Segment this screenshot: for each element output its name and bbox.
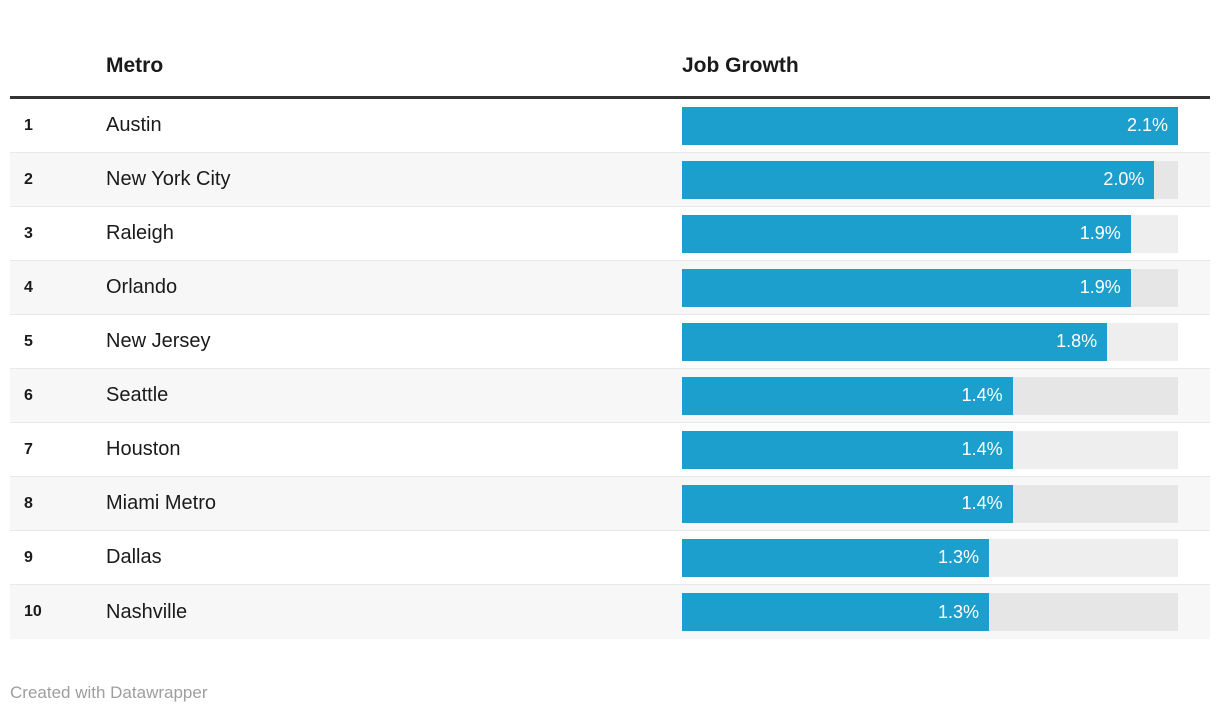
bar-value-label: 1.4%: [961, 493, 1003, 513]
rank-cell: 2: [24, 170, 33, 188]
table-row: 6 Seattle 1.4%: [10, 369, 1210, 423]
attribution: Created with Datawrapper: [10, 683, 1210, 703]
table-row: 2 New York City 2.0%: [10, 153, 1210, 207]
bar-value-label: 2.1%: [1126, 115, 1168, 135]
bar-track: 1.4%: [682, 484, 1178, 523]
bar-value-label: 1.3%: [937, 547, 980, 567]
bar-track: 1.4%: [682, 376, 1178, 415]
rank-cell: 8: [24, 494, 33, 512]
table-header: Metro Job Growth: [10, 0, 1210, 99]
bar: 1.9%: [682, 268, 1131, 307]
bar: 1.4%: [682, 376, 1013, 415]
table-row: 8 Miami Metro 1.4%: [10, 477, 1210, 531]
bar: 2.0%: [682, 160, 1155, 199]
table-row: 9 Dallas 1.3%: [10, 531, 1210, 585]
metro-cell: New Jersey: [106, 330, 211, 352]
column-header-job-growth: Job Growth: [682, 54, 799, 77]
metro-cell: Nashville: [106, 600, 188, 623]
metro-cell: Austin: [106, 114, 162, 136]
bar-track: 2.1%: [682, 106, 1178, 145]
rank-cell: 9: [24, 548, 33, 566]
bar-cell: 1.3%: [682, 593, 1210, 631]
rank-cell: 10: [24, 603, 42, 620]
table-row: 5 New Jersey 1.8%: [10, 315, 1210, 369]
bar-cell: 1.4%: [682, 430, 1210, 469]
metro-cell: Orlando: [106, 276, 178, 298]
bar-cell: 1.8%: [682, 322, 1210, 361]
bar-track: 1.9%: [682, 214, 1178, 253]
bar-track: 1.3%: [682, 538, 1178, 577]
table-row: 3 Raleigh 1.9%: [10, 207, 1210, 261]
bar-value-label: 2.0%: [1103, 169, 1145, 189]
bar-track: 1.9%: [682, 268, 1178, 307]
table-row: 1 Austin 2.1%: [10, 99, 1210, 153]
bar-value-label: 1.8%: [1056, 331, 1098, 351]
metro-cell: Houston: [106, 438, 181, 460]
bar: 1.4%: [682, 430, 1013, 469]
bar-value-label: 1.4%: [961, 385, 1003, 405]
metro-cell: Dallas: [106, 546, 162, 568]
bar-cell: 1.9%: [682, 214, 1210, 253]
bar: 1.3%: [682, 538, 990, 577]
bar-cell: 1.3%: [682, 538, 1210, 577]
bar-value-label: 1.9%: [1079, 223, 1121, 243]
bar: 1.9%: [682, 214, 1131, 253]
column-header-metro: Metro: [106, 54, 164, 77]
bar-value-label: 1.9%: [1079, 277, 1121, 297]
bar-cell: 2.1%: [682, 106, 1210, 145]
bar-cell: 1.9%: [682, 268, 1210, 307]
rank-cell: 6: [24, 386, 33, 404]
bar-value-label: 1.4%: [961, 439, 1003, 459]
bar-track: 1.3%: [682, 593, 1178, 631]
metro-cell: Miami Metro: [106, 492, 217, 514]
bar-track: 1.4%: [682, 430, 1178, 469]
table-row: 10 Nashville 1.3%: [10, 585, 1210, 639]
metro-cell: Raleigh: [106, 222, 174, 244]
table-body: 1 Austin 2.1% 2 New York City 2.0% 3 Raleigh 1.9…: [10, 99, 1210, 639]
rank-cell: 5: [24, 332, 33, 350]
rank-cell: 4: [24, 278, 33, 296]
bar: 2.1%: [682, 106, 1178, 145]
bar-value-label: 1.3%: [937, 601, 980, 622]
rank-cell: 3: [24, 224, 33, 242]
bar: 1.8%: [682, 322, 1108, 361]
table-row: 4 Orlando 1.9%: [10, 261, 1210, 315]
bar-cell: 1.4%: [682, 376, 1210, 415]
credit-text: Created with Datawrapper: [10, 683, 208, 702]
bar-track: 2.0%: [682, 160, 1178, 199]
metro-cell: Seattle: [106, 384, 169, 406]
bar-cell: 1.4%: [682, 484, 1210, 523]
bar-cell: 2.0%: [682, 160, 1210, 199]
rank-cell: 7: [24, 440, 33, 458]
bar-track: 1.8%: [682, 322, 1178, 361]
table-row: 7 Houston 1.4%: [10, 423, 1210, 477]
metro-cell: New York City: [106, 168, 231, 190]
bar: 1.3%: [682, 593, 990, 631]
bar: 1.4%: [682, 484, 1013, 523]
rank-cell: 1: [24, 116, 33, 134]
